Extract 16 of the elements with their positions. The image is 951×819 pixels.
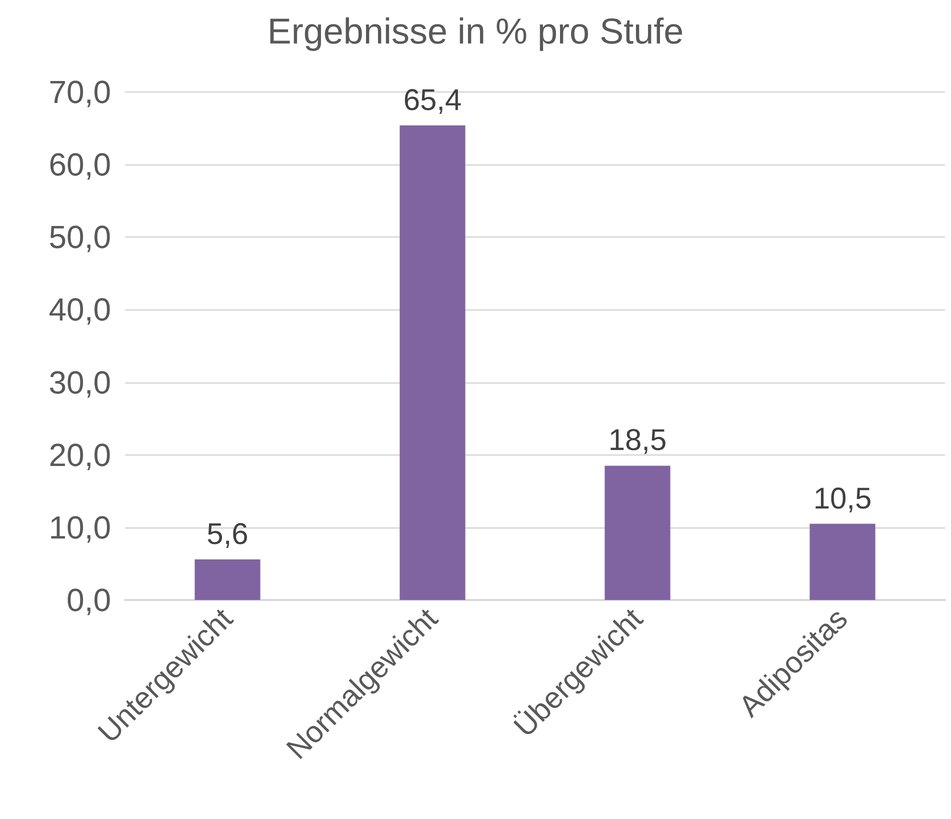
data-label: 5,6 [206,518,248,551]
data-label: 65,4 [403,84,462,117]
y-tick-label: 20,0 [48,436,111,473]
y-tick-label: 60,0 [48,146,111,183]
bar [194,559,260,600]
chart-title: Ergebnisse in % pro Stufe [267,10,684,52]
y-tick-label: 10,0 [48,509,111,546]
bar [810,524,876,600]
y-tick-label: 70,0 [48,74,111,110]
data-label: 18,5 [608,424,667,458]
data-label: 10,5 [813,482,872,516]
y-tick-label: 50,0 [48,219,111,256]
bar [400,125,466,600]
bar [604,466,670,600]
y-tick-label: 40,0 [48,292,111,328]
y-tick-label: 30,0 [48,364,111,400]
